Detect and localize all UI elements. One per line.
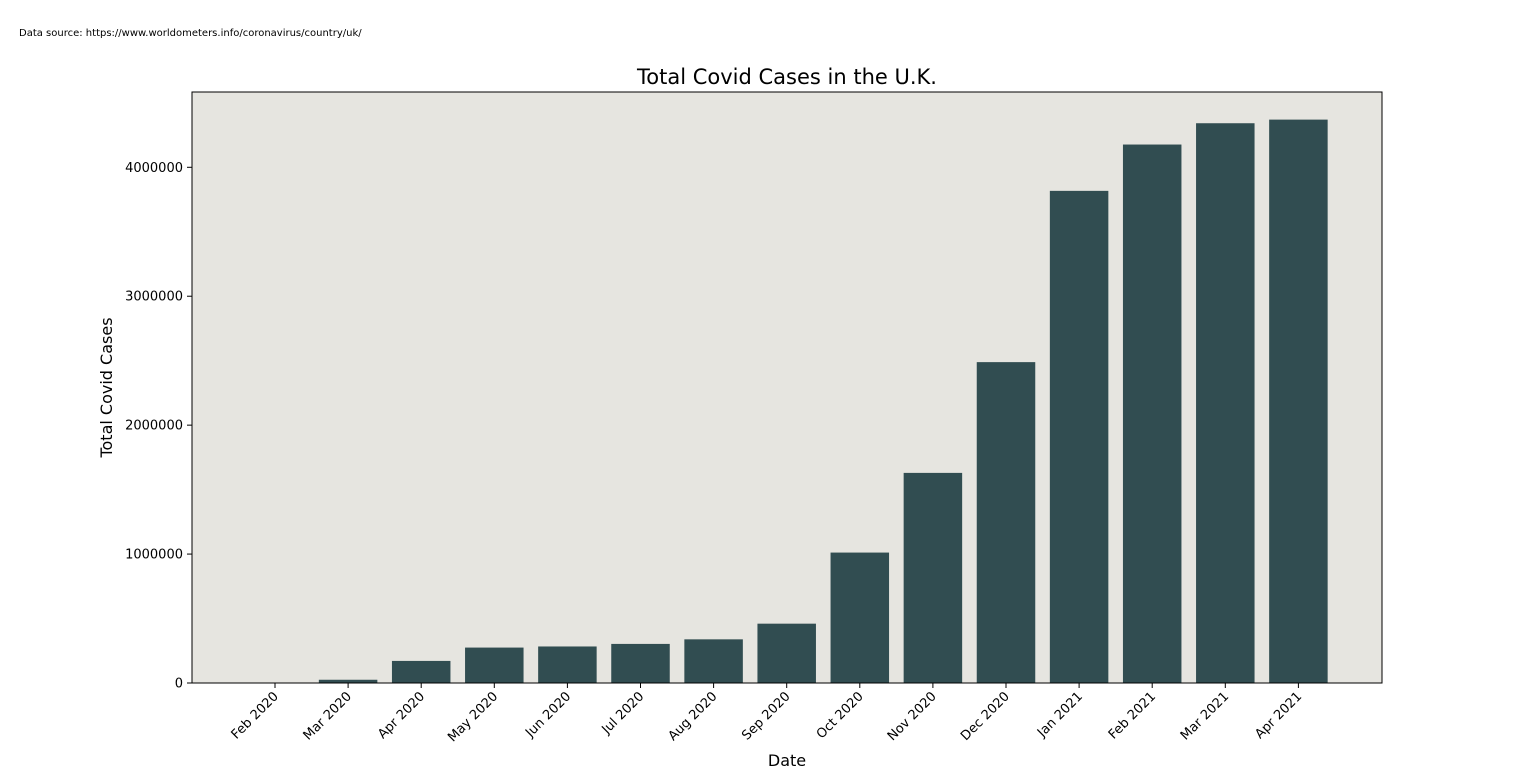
y-tick-label: 3000000 xyxy=(125,290,183,305)
bar-feb-2021 xyxy=(1122,144,1182,684)
chart-title: Total Covid Cases in the U.K. xyxy=(636,65,937,89)
bar-mar-2020 xyxy=(318,679,378,683)
x-tick-label: Aug 2020 xyxy=(666,689,721,744)
y-tick-label: 0 xyxy=(175,677,183,692)
bar-dec-2020 xyxy=(976,362,1036,683)
bar-nov-2020 xyxy=(903,472,963,683)
x-tick-label: May 2020 xyxy=(445,689,501,745)
bar-aug-2020 xyxy=(684,639,743,683)
data-source-note: Data source: https://www.worldometers.in… xyxy=(19,28,362,39)
x-tick-label: Feb 2020 xyxy=(229,689,282,742)
x-axis-title: Date xyxy=(768,751,806,767)
x-axis-ticks: Feb 2020 Mar 2020 Apr 2020 May 2020 Jun 2020… xyxy=(229,683,1305,745)
y-tick-label: 2000000 xyxy=(125,419,183,434)
x-tick-label: Oct 2020 xyxy=(814,689,867,742)
y-axis-title: Total Covid Cases xyxy=(97,317,116,458)
bar-sep-2020 xyxy=(757,623,816,683)
x-tick-label: Dec 2020 xyxy=(958,689,1013,744)
bar-oct-2020 xyxy=(830,552,890,683)
x-tick-label: Apr 2020 xyxy=(375,689,428,742)
x-tick-label: Jul 2020 xyxy=(599,689,648,738)
y-tick-label: 4000000 xyxy=(125,161,183,176)
plot-area xyxy=(192,92,1382,683)
y-axis-ticks: 0 1000000 2000000 3000000 4000000 xyxy=(125,161,192,692)
x-tick-label: Feb 2021 xyxy=(1106,689,1159,742)
x-tick-label: Sep 2020 xyxy=(739,689,793,743)
x-tick-label: Nov 2020 xyxy=(885,689,940,744)
bar-apr-2021 xyxy=(1269,119,1328,684)
x-tick-label: Apr 2021 xyxy=(1252,689,1305,742)
bars-group xyxy=(245,119,1328,684)
bar-apr-2020 xyxy=(391,660,451,683)
bar-mar-2021 xyxy=(1196,123,1255,683)
x-tick-label: Jun 2020 xyxy=(522,689,574,741)
x-tick-label: Mar 2021 xyxy=(1178,689,1232,743)
bar-jul-2020 xyxy=(611,643,670,683)
y-tick-label: 1000000 xyxy=(125,548,183,563)
bar-jan-2021 xyxy=(1049,190,1109,684)
x-tick-label: Mar 2020 xyxy=(301,689,355,743)
bar-jun-2020 xyxy=(538,646,597,683)
x-tick-label: Jan 2021 xyxy=(1034,689,1086,741)
bar-may-2020 xyxy=(465,647,524,683)
plot-frame xyxy=(191,91,1383,684)
